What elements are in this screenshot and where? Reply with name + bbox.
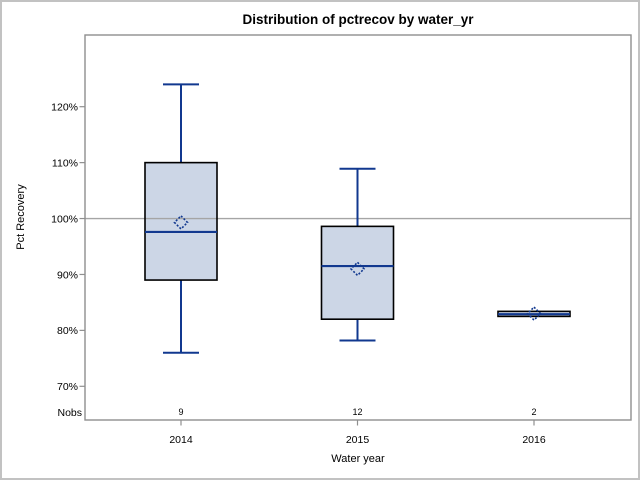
- y-axis-title: Pct Recovery: [15, 184, 27, 250]
- y-tick-label: 70%: [57, 381, 78, 393]
- x-tick-label: 2016: [522, 434, 546, 446]
- x-tick-label: 2014: [169, 434, 193, 446]
- y-tick-label: 100%: [51, 213, 78, 225]
- box-outline: [144, 161, 218, 281]
- mean-diamond-marker: [349, 261, 366, 277]
- box-outline: [320, 225, 395, 320]
- x-tick-label: 2015: [346, 434, 370, 446]
- box-fill: [145, 162, 217, 281]
- y-tick-label: 90%: [57, 269, 78, 281]
- x-axis-title: Water year: [331, 453, 385, 465]
- chart-title: Distribution of pctrecov by water_yr: [242, 12, 474, 27]
- y-tick-label: 80%: [57, 325, 78, 337]
- y-tick-label: 110%: [52, 157, 78, 169]
- nobs-value: 9: [178, 407, 183, 417]
- mean-diamond-marker: [526, 305, 542, 322]
- nobs-value: 2: [531, 407, 536, 417]
- y-tick-label: 120%: [51, 102, 78, 114]
- nobs-value: 12: [352, 407, 362, 417]
- nobs-row-label: Nobs: [57, 407, 82, 419]
- mean-diamond-marker: [173, 214, 189, 231]
- box-fill: [321, 226, 394, 320]
